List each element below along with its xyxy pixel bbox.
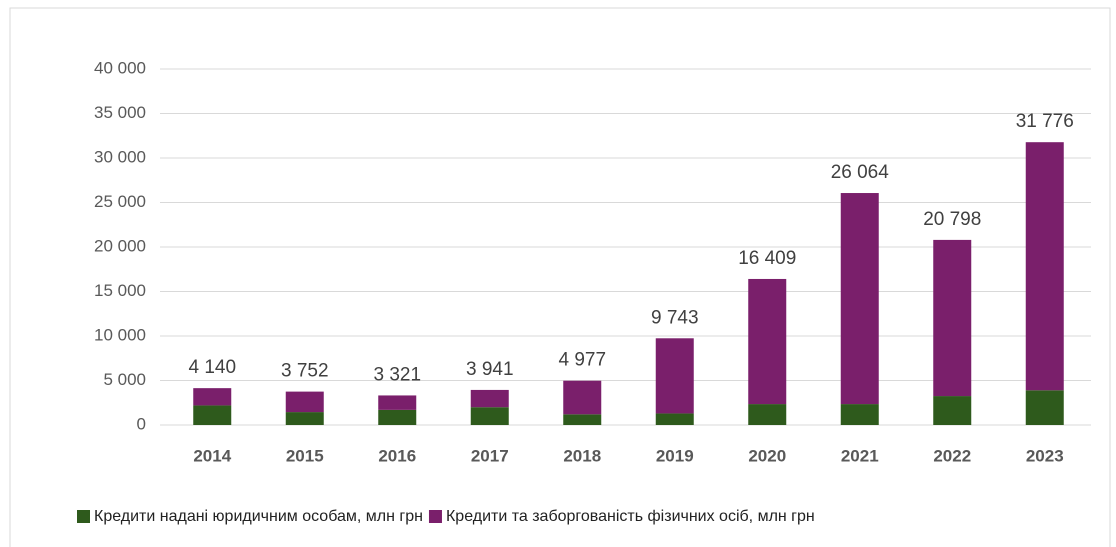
bar-segment: [748, 278, 787, 405]
bar-segment: [655, 338, 694, 414]
x-tick-label: 2017: [471, 446, 509, 465]
bar-segment: [563, 414, 602, 425]
bar-segment: [1025, 390, 1064, 425]
bar-segment: [378, 409, 417, 425]
x-tick-label: 2022: [933, 446, 971, 465]
total-label: 9 743: [651, 307, 699, 328]
y-tick-label: 15 000: [94, 281, 146, 300]
bar-segment: [933, 396, 972, 425]
x-tick-label: 2020: [748, 446, 786, 465]
y-tick-label: 40 000: [94, 58, 146, 77]
x-tick-label: 2016: [378, 446, 416, 465]
bar-segment: [470, 389, 509, 408]
bar-segment: [193, 405, 232, 425]
legend-swatch: [77, 510, 90, 523]
chart-frame: [9, 7, 1111, 547]
bar-segment: [1025, 142, 1064, 391]
bar-segment: [933, 239, 972, 397]
y-tick-label: 35 000: [94, 103, 146, 122]
total-label: 3 752: [281, 361, 329, 382]
bar-segment: [470, 407, 509, 425]
total-label: 4 977: [558, 350, 606, 371]
y-tick-label: 25 000: [94, 192, 146, 211]
total-label: 20 798: [923, 209, 981, 230]
bar-segment: [840, 193, 879, 405]
bar-segment: [193, 388, 232, 406]
bar-segment: [655, 413, 694, 425]
legend-label: Кредити та заборгованість фізичних осіб,…: [446, 508, 815, 525]
bar-segment: [285, 412, 324, 425]
total-label: 26 064: [831, 162, 890, 183]
x-tick-label: 2014: [193, 446, 231, 465]
total-label: 4 140: [188, 357, 236, 378]
legend-label: Кредити надані юридичним особам, млн грн: [94, 508, 423, 525]
bar-segment: [840, 404, 879, 425]
x-tick-label: 2021: [841, 446, 879, 465]
y-tick-label: 20 000: [94, 236, 146, 255]
legend-swatch: [428, 510, 442, 523]
x-tick-label: 2019: [656, 446, 694, 465]
bar-segment: [563, 380, 602, 415]
bar-segment: [748, 404, 787, 425]
x-tick-label: 2018: [563, 446, 601, 465]
total-label: 16 409: [738, 248, 796, 269]
total-label: 3 941: [466, 359, 514, 380]
bar-segment: [378, 395, 417, 410]
x-tick-label: 2015: [286, 446, 324, 465]
y-tick-label: 0: [137, 414, 146, 433]
y-tick-label: 5 000: [103, 370, 146, 389]
total-label: 3 321: [373, 364, 421, 385]
y-tick-label: 30 000: [94, 147, 146, 166]
y-tick-label: 10 000: [94, 325, 146, 344]
total-label: 31 776: [1016, 111, 1074, 132]
x-tick-label: 2023: [1026, 446, 1064, 465]
bar-segment: [285, 391, 324, 413]
